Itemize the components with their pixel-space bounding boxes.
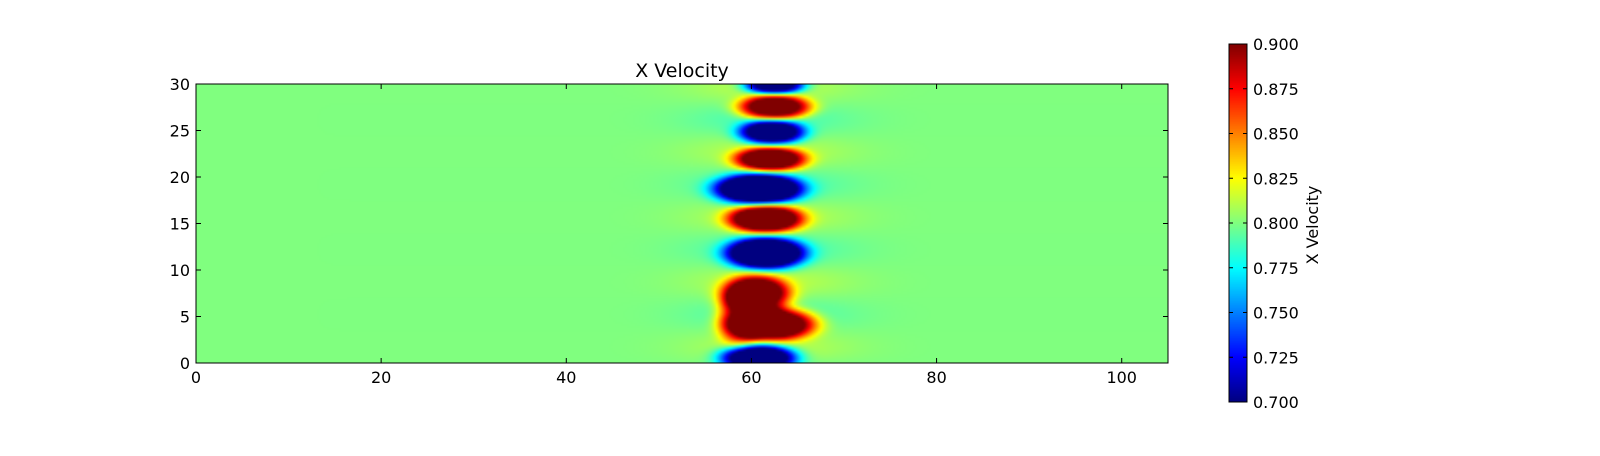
colorbar-tick-label: 0.825: [1253, 169, 1299, 188]
colorbar-tick-label: 0.725: [1253, 348, 1299, 367]
y-axis: 0 5 10 15 20 25 30: [170, 75, 1168, 373]
y-tick-label: 25: [170, 122, 190, 141]
x-tick-label: 40: [556, 368, 576, 387]
colorbar-tick-label: 0.700: [1253, 393, 1299, 412]
colorbar: 0.700 0.725 0.750 0.775 0.800 0.825 0.850 0.875…: [1228, 35, 1322, 412]
x-axis: 0 20 40 60 80 100: [191, 84, 1137, 387]
colorbar-tick-label: 0.850: [1253, 125, 1299, 144]
colorbar-tick-label: 0.900: [1253, 35, 1299, 54]
x-tick-label: 60: [741, 368, 761, 387]
y-tick-label: 0: [180, 354, 190, 373]
y-tick-label: 5: [180, 308, 190, 327]
x-tick-label: 20: [371, 368, 391, 387]
colorbar-label: X Velocity: [1303, 186, 1322, 265]
heatmap-plot: 0 20 40 60 80 100 0 5 10 15 20 25 30: [170, 75, 1169, 387]
heatmap-field: [196, 84, 1168, 363]
colorbar-tick-label: 0.775: [1253, 259, 1299, 278]
colorbar-tick-label: 0.750: [1253, 304, 1299, 323]
colorbar-gradient: [1229, 44, 1247, 402]
y-tick-label: 20: [170, 168, 190, 187]
colorbar-tick-label: 0.800: [1253, 214, 1299, 233]
x-tick-label: 80: [926, 368, 946, 387]
x-tick-label: 0: [191, 368, 201, 387]
chart-title: X Velocity: [635, 60, 729, 82]
y-tick-label: 30: [170, 75, 190, 94]
colorbar-tick-label: 0.875: [1253, 80, 1299, 99]
x-tick-label: 100: [1106, 368, 1137, 387]
y-tick-label: 10: [170, 261, 190, 280]
colorbar-ticks: 0.700 0.725 0.750 0.775 0.800 0.825 0.850 0.875…: [1229, 35, 1299, 412]
y-tick-label: 15: [170, 215, 190, 234]
